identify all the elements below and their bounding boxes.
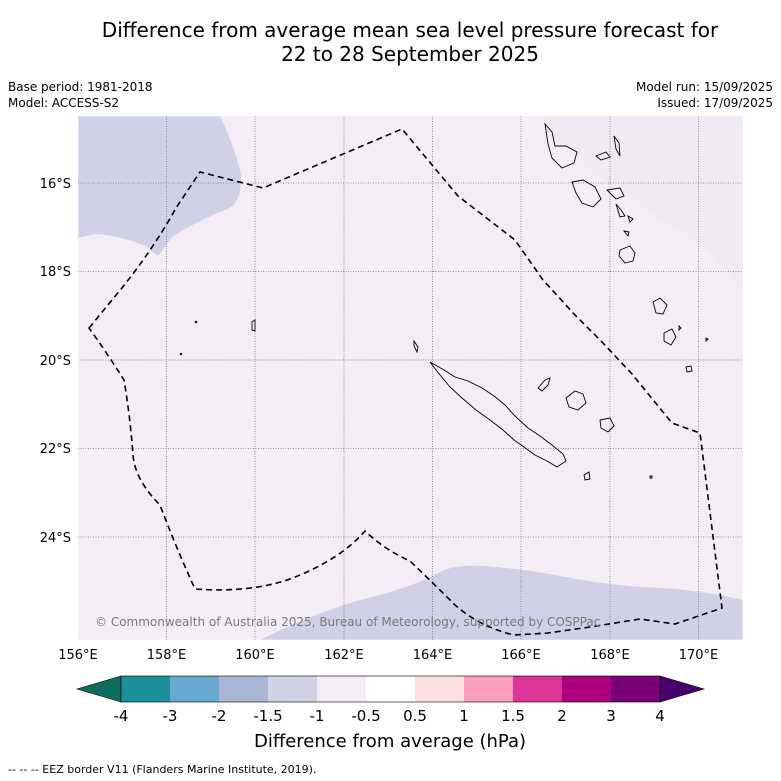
lon-label: 158°E: [147, 648, 187, 663]
base-period: Base period: 1981-2018: [8, 80, 153, 94]
colorbar-tick: -1.5: [253, 707, 282, 725]
colorbar-tick: -4: [114, 707, 129, 725]
colorbar-tick: -2: [212, 707, 227, 725]
lon-label: 166°E: [501, 648, 541, 663]
model-run: Model run: 15/09/2025: [635, 80, 773, 94]
meta-right: Model run: 15/09/2025 Issued: 17/09/2025: [636, 79, 773, 111]
lon-label: 160°E: [235, 648, 275, 663]
lat-label: 22°S: [40, 442, 71, 457]
colorbar-tick: 2: [557, 707, 567, 725]
lon-label: 168°E: [590, 648, 630, 663]
graticule: [78, 116, 743, 640]
colorbar-tick: -1: [310, 707, 325, 725]
colorbar-tick: 1.5: [501, 707, 525, 725]
colorbar-segment: [121, 676, 170, 702]
eez-footnote: -- -- -- EEZ border V11 (Flanders Marine…: [8, 763, 317, 776]
longitude-labels: 156°E 158°E 160°E 162°E 164°E 166°E 168°…: [58, 648, 718, 663]
negative-anomaly-patch-nw: [78, 116, 242, 256]
colorbar-ticks: -4 -3 -2 -1.5 -1 -0.5 0.5 1 1.5 2 3 4: [114, 707, 665, 725]
lat-label: 16°S: [40, 177, 71, 192]
copyright-text: © Commonwealth of Australia 2025, Bureau…: [95, 615, 600, 629]
espiritu-santo-island: [544, 122, 578, 169]
map-frame: [77, 115, 744, 641]
lat-label: 24°S: [40, 531, 71, 546]
isle-of-pines: [583, 471, 591, 481]
map-area: [78, 116, 743, 640]
colorbar-segment: [562, 676, 611, 702]
colorbar-segment: [415, 676, 464, 702]
colorbar-segment: [513, 676, 562, 702]
negative-anomaly-patch-south: [260, 565, 743, 640]
colorbar-tick: -3: [163, 707, 178, 725]
colorbar-extend-low: [75, 675, 122, 703]
colorbar-segment: [464, 676, 513, 702]
colorbar-segment: [219, 676, 268, 702]
lon-label: 170°E: [679, 648, 719, 663]
colorbar-tick: 1: [459, 707, 469, 725]
map-title: Difference from average mean sea level p…: [0, 18, 781, 66]
title-line-2: 22 to 28 September 2025: [281, 42, 539, 66]
lat-label: 18°S: [40, 265, 71, 280]
chesterfield-islands: [179, 319, 256, 356]
new-caledonia: [413, 339, 653, 481]
colorbar-segment: [366, 676, 415, 702]
grande-terre-island: [429, 361, 567, 468]
eez-border: [87, 128, 723, 636]
lat-label: 20°S: [40, 354, 71, 369]
lon-label: 164°E: [413, 648, 453, 663]
title-line-1: Difference from average mean sea level p…: [101, 18, 719, 42]
colorbar-tick: 4: [655, 707, 665, 725]
colorbar-segment: [268, 676, 317, 702]
colorbar-tick: -0.5: [351, 707, 380, 725]
mare-island: [599, 417, 615, 433]
colorbar-label: Difference from average (hPa): [254, 731, 526, 752]
colorbar-tick: 3: [606, 707, 616, 725]
lifou-island: [565, 390, 587, 411]
belep-islands: [413, 339, 419, 354]
colorbar-segment: [611, 676, 660, 702]
negative-anomaly-patch-ne: [540, 116, 743, 290]
colorbar-segment: [317, 676, 366, 702]
model-name: Model: ACCESS-S2: [8, 96, 120, 110]
lon-label: 156°E: [58, 648, 98, 663]
colorbar-tick: 0.5: [403, 707, 427, 725]
colorbar-segment: [170, 676, 219, 702]
latitude-labels: 16°S 18°S 20°S 22°S 24°S: [40, 177, 71, 546]
ouvea-island: [537, 377, 551, 392]
walpole-island: [649, 475, 653, 479]
colorbar-outline: [120, 675, 661, 703]
vanuatu: [544, 122, 709, 373]
issued-date: Issued: 17/09/2025: [657, 96, 773, 110]
colorbar: [75, 675, 706, 703]
lon-label: 162°E: [324, 648, 364, 663]
meta-left: Base period: 1981-2018 Model: ACCESS-S2: [8, 79, 153, 111]
colorbar-extend-high: [659, 675, 706, 703]
